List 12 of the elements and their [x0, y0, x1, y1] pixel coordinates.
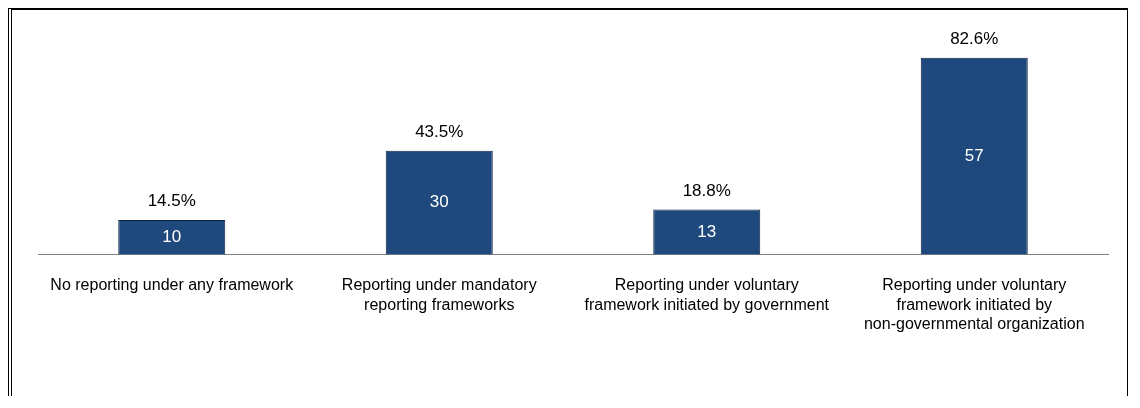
x-tick-label: No reporting under any framework: [50, 276, 295, 294]
annotation: 18.8%: [682, 180, 731, 200]
x-tick-label: Reporting under mandatory reporting frameworks: [341, 276, 537, 313]
annotation: 43.5%: [415, 122, 464, 142]
data-label: 57: [964, 145, 984, 165]
x-tick-label: Reporting under voluntary framework initiated by government: [584, 276, 830, 313]
data-label: 30: [429, 192, 449, 212]
annotation: 82.6%: [950, 28, 999, 48]
annotation: 14.5%: [147, 191, 196, 211]
x-tick-label: Reporting under voluntary framework initiated by non-governmental organization: [863, 276, 1085, 332]
data-label: 10: [162, 226, 182, 246]
data-label: 13: [697, 221, 717, 241]
